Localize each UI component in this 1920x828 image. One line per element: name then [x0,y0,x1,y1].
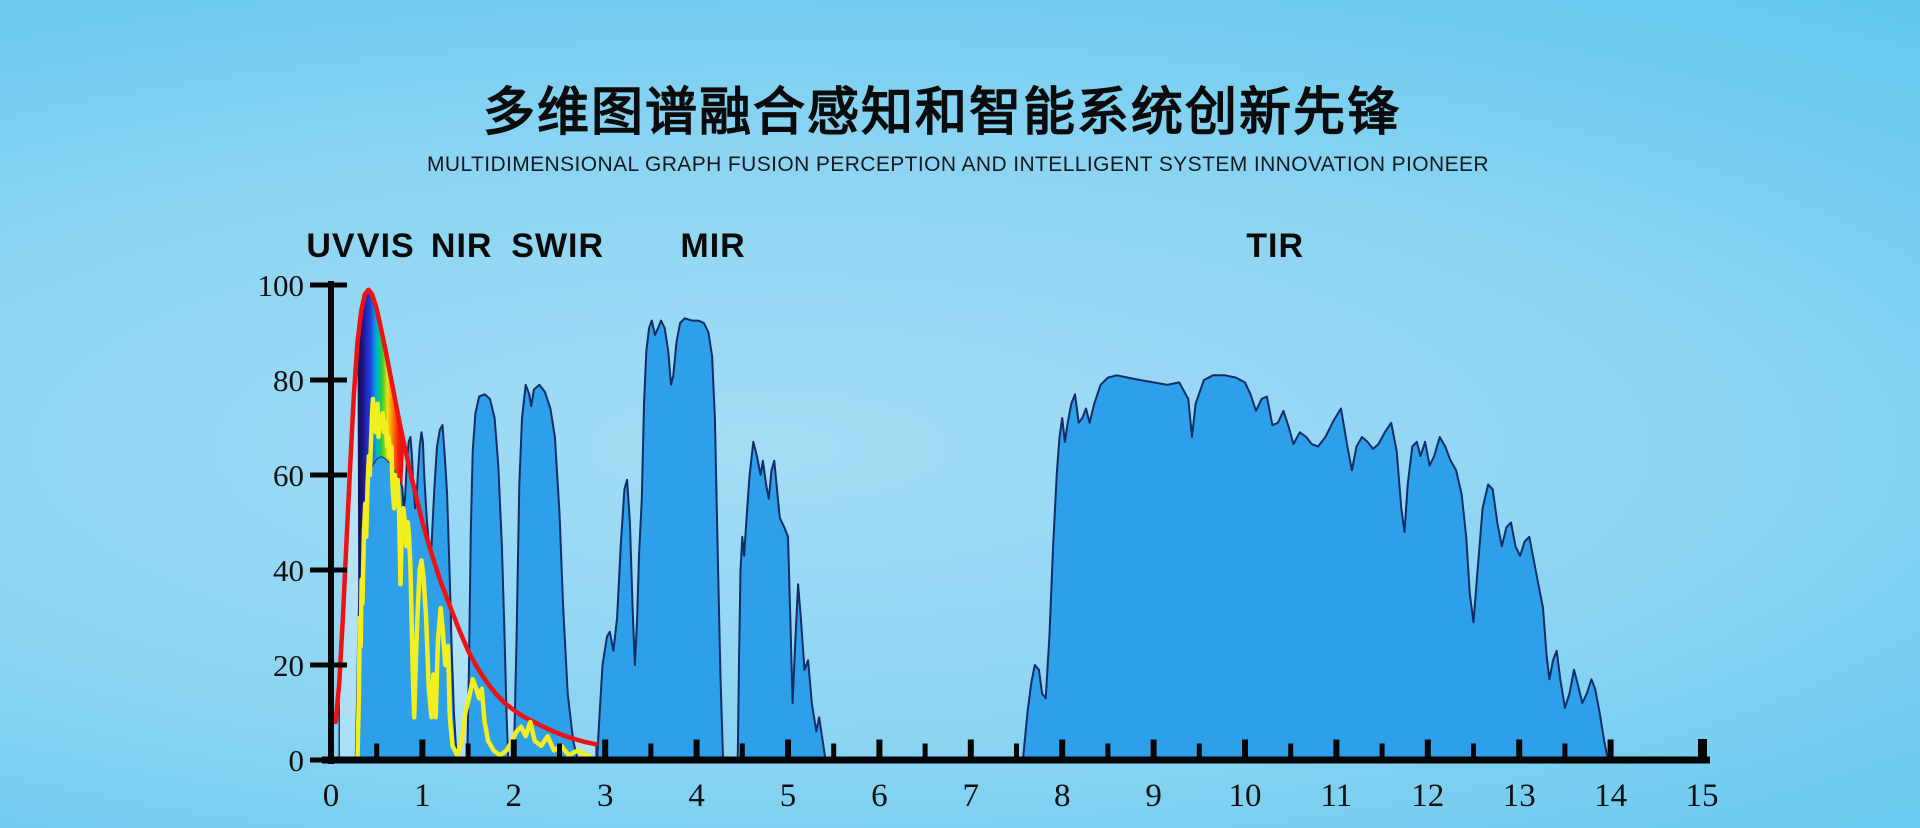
page-title: 多维图谱融合感知和智能系统创新先锋 [482,84,1401,142]
x-axis [322,756,1710,764]
transmission-window-4 [596,317,725,761]
transmission-window-3 [512,383,579,761]
x-tick-label: 2 [506,778,523,814]
x-tick-label: 5 [780,778,797,814]
x-major-tick [419,739,426,757]
solar-envelope-curve [333,287,599,747]
band-label-uv: UV [306,227,355,265]
x-major-tick [1333,739,1340,757]
y-tick [310,757,347,763]
x-minor-tick [1562,743,1568,757]
y-tick [310,282,347,288]
y-tick [310,567,347,573]
x-minor-tick [465,743,471,757]
x-tick-label: 3 [597,778,614,814]
y-tick-label: 0 [289,743,305,778]
x-tick-label: 9 [1145,778,1162,814]
x-minor-tick [922,743,928,757]
x-major-tick [602,739,609,757]
band-label-swir: SWIR [511,227,604,265]
x-minor-tick [1471,743,1476,757]
x-tick-label: 1 [414,778,431,814]
x-tick-label: 15 [1686,778,1719,814]
x-tick-label: 4 [688,778,705,814]
x-tick-label: 14 [1594,778,1627,814]
x-major-tick [876,739,883,757]
x-minor-tick [739,743,745,757]
x-tick-label: 7 [963,778,980,814]
transmission-window-5 [736,440,827,761]
y-tick [310,377,347,383]
x-major-tick [1607,739,1614,757]
transmission-windows-layer [354,317,1609,761]
curves-layer [333,287,599,763]
x-minor-tick [1105,743,1111,757]
x-tick-label: 10 [1229,778,1262,814]
x-major-tick [1242,739,1248,757]
x-minor-tick [1379,743,1385,757]
y-tick [310,472,347,478]
y-tick-label: 40 [273,553,304,588]
transmission-window-2 [466,393,510,761]
y-tick-label: 80 [273,363,304,398]
x-major-tick [967,739,974,757]
x-major-tick [1424,739,1431,757]
x-major-tick [1516,739,1523,757]
x-minor-tick [1014,743,1019,757]
transmission-window-6 [1021,374,1609,761]
x-tick-label: 6 [871,778,888,814]
x-minor-tick [557,743,562,757]
x-minor-tick [648,743,654,757]
x-major-tick [785,739,791,757]
y-tick-label: 20 [273,648,304,683]
x-minor-tick [831,743,837,757]
x-tick-label: 11 [1321,778,1353,814]
x-minor-tick [1288,743,1294,757]
x-axis-end-cap [1698,739,1707,760]
band-label-mir: MIR [680,227,745,265]
y-tick [310,662,347,668]
x-tick-label: 8 [1054,778,1071,814]
x-tick-label: 13 [1503,778,1536,814]
x-minor-tick [374,743,380,757]
band-label-vis: VIS [357,227,415,265]
y-tick-label: 100 [258,268,305,303]
x-major-tick [1150,739,1157,757]
x-major-tick [510,739,517,757]
axes-layer [310,281,1710,764]
band-label-nir: NIR [431,227,493,265]
x-major-tick [693,739,700,757]
page-subtitle: MULTIDIMENSIONAL GRAPH FUSION PERCEPTION… [427,153,1489,176]
y-tick-label: 60 [273,458,304,493]
x-minor-tick [1196,743,1202,757]
band-label-tir: TIR [1246,227,1304,265]
x-tick-label: 12 [1411,778,1444,814]
visible-spectrum-rainbow [357,289,405,627]
visible-spectrum-rainbow-layer [357,289,405,627]
x-tick-label: 0 [323,778,340,814]
y-axis [328,281,334,764]
x-major-tick [1059,739,1066,757]
ground-solar-curve [355,396,597,763]
